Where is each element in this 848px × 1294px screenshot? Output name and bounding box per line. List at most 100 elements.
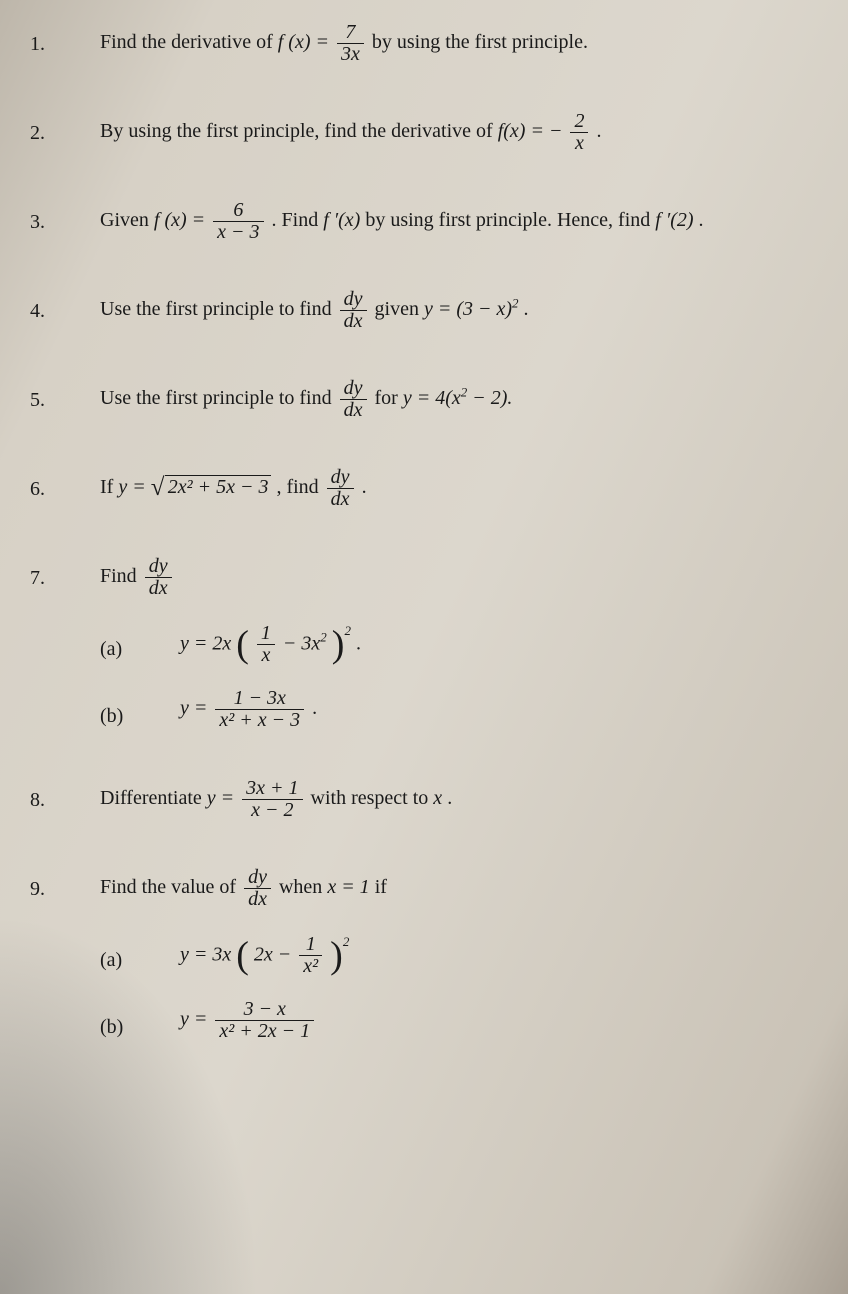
text: . [699,209,704,231]
lparen-icon: ( [236,624,249,666]
sqrt: 2x² + 5x − 3 [151,471,272,503]
subpart-9b: (b) y = 3 − x x² + 2x − 1 [100,999,818,1043]
subpart-7a: (a) y = 2x ( 1 x − 3x2 )2 . [100,621,818,666]
problem-3: 3. Given f (x) = 6 x − 3 . Find f ′(x) b… [30,200,818,243]
problem-number: 5. [30,378,100,416]
denominator: x − 3 [213,221,263,243]
text: By using the first principle, find the d… [100,120,498,142]
numerator: 1 − 3x [215,688,304,709]
numerator: 7 [337,22,364,43]
lead: y = 4(x [403,387,461,409]
problem-number: 8. [30,778,100,816]
subpart-expr: y = 2x ( 1 x − 3x2 )2 . [180,621,361,666]
text: . [596,120,601,142]
text: Find the value of [100,876,241,898]
dydx: dy dx [241,867,274,910]
lead: y = 2x [180,632,231,654]
inner-exp: 2 [320,630,327,645]
cond: x = 1 [327,876,369,898]
fraction: 1 − 3x x² + x − 3 [212,688,307,731]
y-eq: y = [207,787,239,809]
text: , find [276,476,323,498]
problem-number: 9. [30,867,100,905]
text: Find [100,565,142,587]
problem-number: 6. [30,467,100,505]
denominator: dx [340,310,367,332]
problem-body: If y = 2x² + 5x − 3 , find dy dx . [100,467,818,510]
problem-4: 4. Use the first principle to find dy dx… [30,289,818,332]
numerator: 3x + 1 [242,778,302,799]
text: by using first principle. Hence, find [365,209,655,231]
subpart-label: (b) [100,688,180,732]
lhs: f (x) = [154,209,205,231]
numerator: dy [244,867,271,888]
numerator: 6 [213,200,263,221]
denominator: x² + 2x − 1 [215,1020,314,1042]
numerator: 1 [257,623,275,644]
tail: . [356,632,361,654]
rhs: y = (3 − x)2 [424,298,524,320]
wrt: x [433,787,442,809]
text: . [524,298,529,320]
problem-body: Find the value of dy dx when x = 1 if (a… [100,867,818,1043]
denominator: dx [145,577,172,599]
lparen-icon: ( [236,935,249,977]
fraction: 3x + 1 x − 2 [239,778,305,821]
denominator: x [570,132,588,154]
dydx: dy dx [337,378,370,421]
text: when [279,876,327,898]
fraction: 2 x [567,111,591,154]
text: Find the derivative of [100,31,278,53]
denominator: dx [244,888,271,910]
problem-line: Find dy dx [100,556,818,599]
numerator: dy [340,289,367,310]
lhs: f(x) = − [498,120,563,142]
text: If [100,476,118,498]
problem-body: Use the first principle to find dy dx gi… [100,289,818,332]
text: given [375,298,424,320]
y-eq: y = [118,476,150,498]
subpart-label: (a) [100,932,180,976]
denominator: dx [340,399,367,421]
lead: y = 3x [180,944,231,966]
inner-pre: 2x − [254,944,296,966]
problem-line: Find the value of dy dx when x = 1 if [100,867,818,910]
outer-exp: 2 [344,623,351,638]
fraction: 3 − x x² + 2x − 1 [212,999,317,1042]
rparen-icon: ) [330,935,343,977]
text: Differentiate [100,787,207,809]
lead: y = [180,697,212,719]
text: . [362,476,367,498]
text: . Find [272,209,324,231]
inner-tail: − 3x [283,632,320,654]
text: Use the first principle to find [100,387,337,409]
problem-2: 2. By using the first principle, find th… [30,111,818,154]
subpart-9a: (a) y = 3x ( 2x − 1 x² )2 [100,932,818,977]
problem-number: 1. [30,22,100,60]
base: y = (3 − x) [424,298,512,320]
dydx: dy dx [324,467,357,510]
inner-frac: 1 x² [296,934,325,977]
rparen-icon: ) [332,624,345,666]
problem-8: 8. Differentiate y = 3x + 1 x − 2 with r… [30,778,818,821]
numerator: dy [340,378,367,399]
denominator: x² [299,955,322,977]
exp: 2 [512,295,519,310]
text: with respect to [311,787,434,809]
text: Use the first principle to find [100,298,337,320]
numerator: dy [327,467,354,488]
lhs: f (x) = [278,31,329,53]
numerator: dy [145,556,172,577]
rhs: y = 4(x2 − 2). [403,387,513,409]
dydx: dy dx [337,289,370,332]
subpart-label: (a) [100,621,180,665]
inner-frac: 1 x [254,623,278,666]
problem-body: By using the first principle, find the d… [100,111,818,154]
problem-body: Find dy dx (a) y = 2x ( 1 x − 3x2 )2 [100,556,818,732]
text: if [375,876,387,898]
subpart-expr: y = 1 − 3x x² + x − 3 . [180,688,317,731]
subpart-7b: (b) y = 1 − 3x x² + x − 3 . [100,688,818,732]
problem-9: 9. Find the value of dy dx when x = 1 if… [30,867,818,1043]
denominator: x [257,644,275,666]
problem-number: 2. [30,111,100,149]
